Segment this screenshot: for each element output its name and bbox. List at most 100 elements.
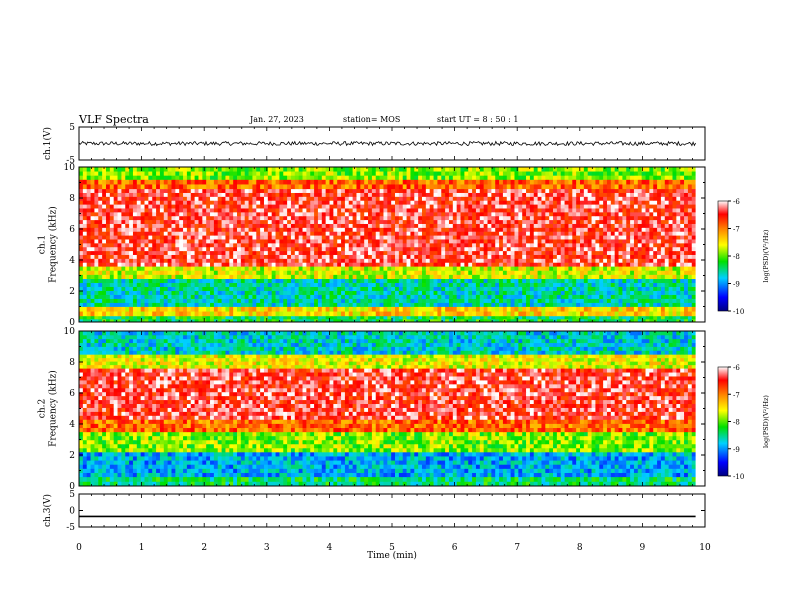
spectrogram-cell — [541, 247, 545, 251]
spectrogram-cell — [441, 270, 445, 275]
spectrogram-cell — [87, 235, 91, 239]
spectrogram-cell — [372, 224, 376, 228]
spectrogram-cell — [156, 291, 160, 295]
spectrogram-cell — [114, 243, 118, 247]
spectrogram-cell — [241, 311, 245, 316]
spectrogram-cell — [353, 235, 357, 239]
spectrogram-cell — [356, 251, 360, 255]
spectrogram-cell — [476, 279, 480, 283]
spectrogram-cell — [329, 291, 333, 295]
spectrogram-cell — [241, 200, 245, 204]
spectrogram-cell — [372, 270, 376, 275]
spectrogram-cell — [241, 243, 245, 247]
spectrogram-cell — [507, 247, 511, 251]
spectrogram-cell — [306, 243, 310, 247]
spectrogram-cell — [87, 279, 91, 283]
spectrogram-cell — [480, 266, 484, 271]
spectrogram-cell — [102, 208, 106, 212]
spectrogram-cell — [125, 307, 129, 312]
spectrogram-cell — [395, 279, 399, 283]
spectrogram-cell — [133, 316, 137, 320]
spectrogram-cell — [526, 220, 530, 224]
spectrogram-cell — [642, 204, 646, 208]
spectrogram-cell — [380, 303, 384, 307]
spectrogram-cell — [461, 291, 465, 295]
spectrogram-cell — [133, 243, 137, 247]
spectrogram-cell — [272, 216, 276, 220]
spectrogram-cell — [202, 307, 206, 312]
spectrogram-cell — [349, 235, 353, 239]
spectrogram-cell — [222, 227, 226, 231]
spectrogram-cell — [499, 231, 503, 235]
spectrogram-cell — [303, 231, 307, 235]
spectrogram-cell — [383, 220, 387, 224]
spectrogram-cell — [580, 231, 584, 235]
spectrogram-cell — [168, 231, 172, 235]
spectrogram-cell — [453, 220, 457, 224]
spectrogram-cell — [595, 247, 599, 251]
spectrogram-cell — [657, 227, 661, 231]
spectrogram-cell — [241, 251, 245, 255]
spectrogram-cell — [480, 204, 484, 208]
spectrogram-cell — [426, 243, 430, 247]
spectrogram-cell — [233, 295, 237, 299]
spectrogram-cell — [588, 287, 592, 291]
spectrogram-cell — [491, 231, 495, 235]
spectrogram-cell — [669, 247, 673, 251]
spectrogram-cell — [607, 227, 611, 231]
spectrogram-cell — [287, 258, 291, 262]
spectrogram-cell — [137, 287, 141, 291]
spectrogram-cell — [514, 251, 518, 255]
spectrogram-cell — [561, 266, 565, 271]
spectrogram-cell — [692, 251, 696, 255]
spectrogram-cell — [329, 231, 333, 235]
spectrogram-cell — [669, 299, 673, 303]
spectrogram-cell — [692, 283, 696, 287]
spectrogram-cell — [314, 262, 318, 266]
spectrogram-cell — [229, 283, 233, 287]
spectrogram-cell — [372, 311, 376, 316]
spectrogram-cell — [434, 239, 438, 243]
spectrogram-cell — [256, 255, 260, 259]
spectrogram-cell — [98, 258, 102, 262]
spectrogram-cell — [272, 208, 276, 212]
spectrogram-cell — [349, 227, 353, 231]
spectrogram-cell — [484, 291, 488, 295]
spectrogram-cell — [518, 307, 522, 312]
spectrogram-cell — [622, 311, 626, 316]
spectrogram-cell — [218, 235, 222, 239]
spectrogram-cell — [125, 204, 129, 208]
spectrogram-cell — [349, 258, 353, 262]
spectrogram-cell — [684, 216, 688, 220]
spectrogram-cell — [256, 251, 260, 255]
spectrogram-cell — [252, 307, 256, 312]
spectrogram-cell — [356, 295, 360, 299]
spectrogram-cell — [526, 262, 530, 266]
spectrogram-cell — [680, 283, 684, 287]
spectrogram-cell — [256, 274, 260, 279]
spectrogram-cell — [299, 227, 303, 231]
spectrogram-cell — [457, 295, 461, 299]
spectrogram-cell — [121, 291, 125, 295]
spectrogram-cell — [676, 274, 680, 279]
spectrogram-cell — [638, 208, 642, 212]
spectrogram-cell — [349, 299, 353, 303]
spectrogram-cell — [611, 235, 615, 239]
spectrogram-cell — [245, 216, 249, 220]
spectrogram-cell — [434, 258, 438, 262]
spectrogram-cell — [287, 239, 291, 243]
spectrogram-cell — [171, 200, 175, 204]
spectrogram-cell — [114, 274, 118, 279]
spectrogram-cell — [545, 204, 549, 208]
spectrogram-cell — [118, 220, 122, 224]
spectrogram-cell — [179, 266, 183, 271]
spectrogram-cell — [484, 279, 488, 283]
spectrogram-cell — [225, 258, 229, 262]
spectrogram-cell — [380, 224, 384, 228]
spectrogram-cell — [137, 243, 141, 247]
spectrogram-cell — [511, 311, 515, 316]
spectrogram-cell — [118, 291, 122, 295]
spectrogram-cell — [595, 299, 599, 303]
spectrogram-cell — [661, 216, 665, 220]
spectrogram-cell — [225, 274, 229, 279]
